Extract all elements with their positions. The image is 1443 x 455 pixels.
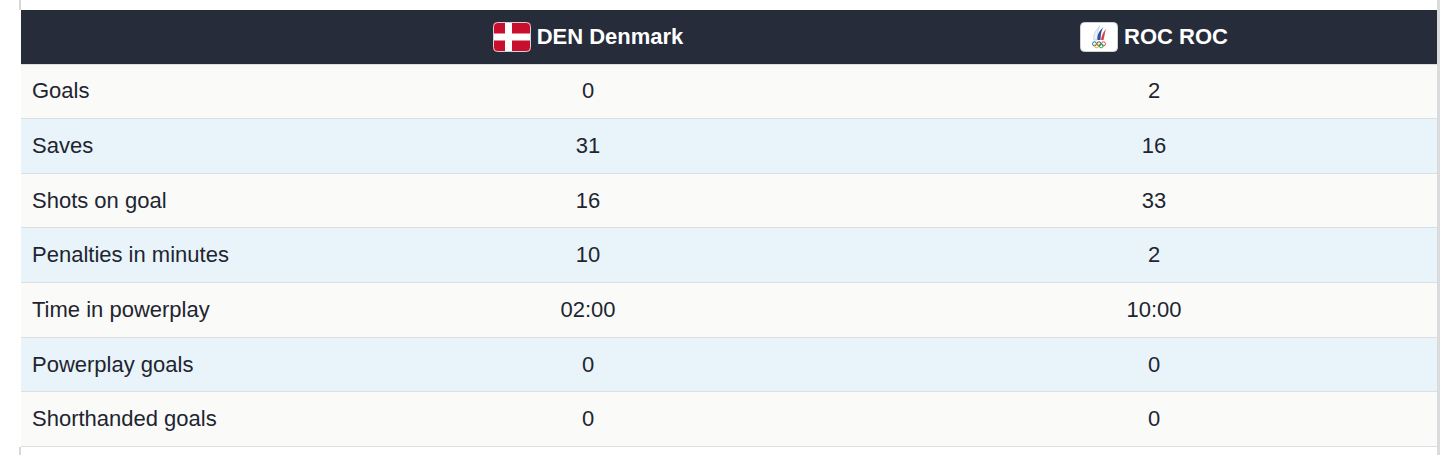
- denmark-flag-icon: [493, 22, 531, 52]
- table-row: Time in powerplay 02:00 10:00: [21, 283, 1437, 338]
- stat-label: Penalties in minutes: [21, 228, 305, 283]
- team2-name: ROC: [1179, 26, 1228, 48]
- team1-header: DEN Denmark: [305, 22, 871, 52]
- team2-code: ROC: [1124, 26, 1173, 48]
- match-stats-table: DEN Denmark: [21, 10, 1437, 447]
- team1-value: 02:00: [305, 283, 871, 338]
- table-row: Shots on goal 16 33: [21, 173, 1437, 228]
- stat-label-header-cell: [21, 10, 305, 64]
- team1-value: 31: [305, 119, 871, 174]
- team1-value: 0: [305, 392, 871, 447]
- team2-value: 2: [871, 64, 1437, 119]
- team1-value: 0: [305, 64, 871, 119]
- stat-label: Time in powerplay: [21, 283, 305, 338]
- team2-value: 10:00: [871, 283, 1437, 338]
- team2-value: 2: [871, 228, 1437, 283]
- table-row: Powerplay goals 0 0: [21, 337, 1437, 392]
- team2-header-cell: ROC ROC: [871, 10, 1437, 64]
- team1-value: 0: [305, 337, 871, 392]
- table-row: Shorthanded goals 0 0: [21, 392, 1437, 447]
- team1-code: DEN: [537, 26, 583, 48]
- team1-value: 16: [305, 173, 871, 228]
- stat-label: Shorthanded goals: [21, 392, 305, 447]
- team1-value: 10: [305, 228, 871, 283]
- team1-name: Denmark: [589, 26, 683, 48]
- roc-emblem-icon: [1080, 22, 1118, 52]
- table-row: Goals 0 2: [21, 64, 1437, 119]
- table-header-row: DEN Denmark: [21, 10, 1437, 64]
- team2-value: 16: [871, 119, 1437, 174]
- team2-value: 33: [871, 173, 1437, 228]
- table-row: Penalties in minutes 10 2: [21, 228, 1437, 283]
- team1-header-cell: DEN Denmark: [305, 10, 871, 64]
- team2-header: ROC ROC: [871, 22, 1437, 52]
- container-border-right: [1437, 0, 1440, 455]
- stat-label: Shots on goal: [21, 173, 305, 228]
- stats-screen: DEN Denmark: [0, 0, 1443, 455]
- team2-value: 0: [871, 337, 1437, 392]
- stat-label: Goals: [21, 64, 305, 119]
- table-row: Saves 31 16: [21, 119, 1437, 174]
- stat-label: Powerplay goals: [21, 337, 305, 392]
- team2-value: 0: [871, 392, 1437, 447]
- container-border-fragment-top: [19, 0, 21, 10]
- stat-label: Saves: [21, 119, 305, 174]
- container-border-fragment-bottom: [19, 447, 21, 455]
